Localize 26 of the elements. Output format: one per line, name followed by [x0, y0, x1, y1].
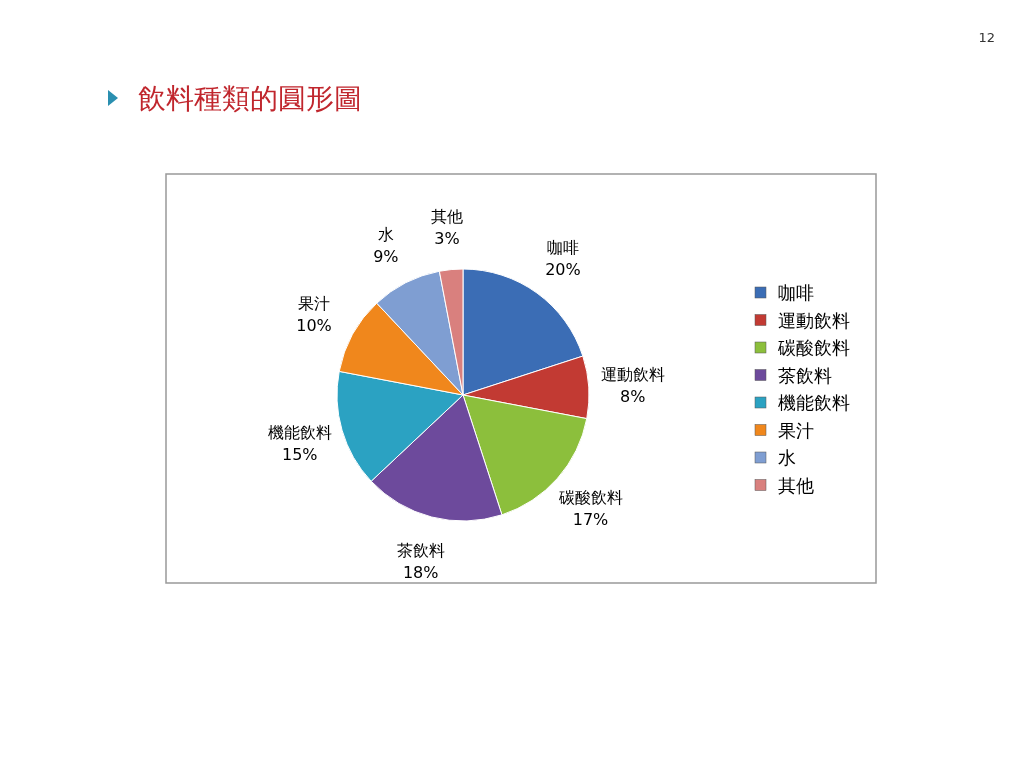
text: 12 [978, 30, 995, 45]
slice-label: 機能飲料 [267, 423, 332, 443]
data-label: 20% [545, 260, 581, 280]
slice-label: 茶飲料 [396, 540, 445, 560]
data-label: 3% [434, 228, 460, 248]
data-label: 9% [373, 246, 399, 266]
data-label: 10% [296, 316, 332, 336]
slice-label: 果汁 [298, 294, 331, 314]
data-label: 17% [572, 510, 609, 530]
legend-label: 其他 [778, 474, 814, 496]
slice-label: 咖啡 [546, 238, 579, 258]
data-label: 8% [619, 387, 646, 407]
slice-label: 其他 [431, 206, 463, 226]
legend-label: 茶飲料 [778, 364, 832, 386]
slice-label: 碳酸飲料 [557, 488, 623, 508]
slice-label: 水 [377, 224, 394, 244]
legend-label: 碳酸飲料 [777, 337, 850, 358]
chart-title: 飲料種類的圓形圖 [138, 82, 362, 115]
legend-label: 運動飲料 [778, 309, 850, 331]
data-label: 15% [281, 445, 318, 465]
data-label: 18% [402, 562, 439, 582]
legend-label: 水 [778, 447, 796, 468]
legend-label: 咖啡 [778, 282, 814, 303]
legend-label: 機能飲料 [778, 392, 850, 413]
legend-label: 果汁 [778, 419, 814, 441]
slice-label: 運動飲料 [600, 365, 665, 385]
